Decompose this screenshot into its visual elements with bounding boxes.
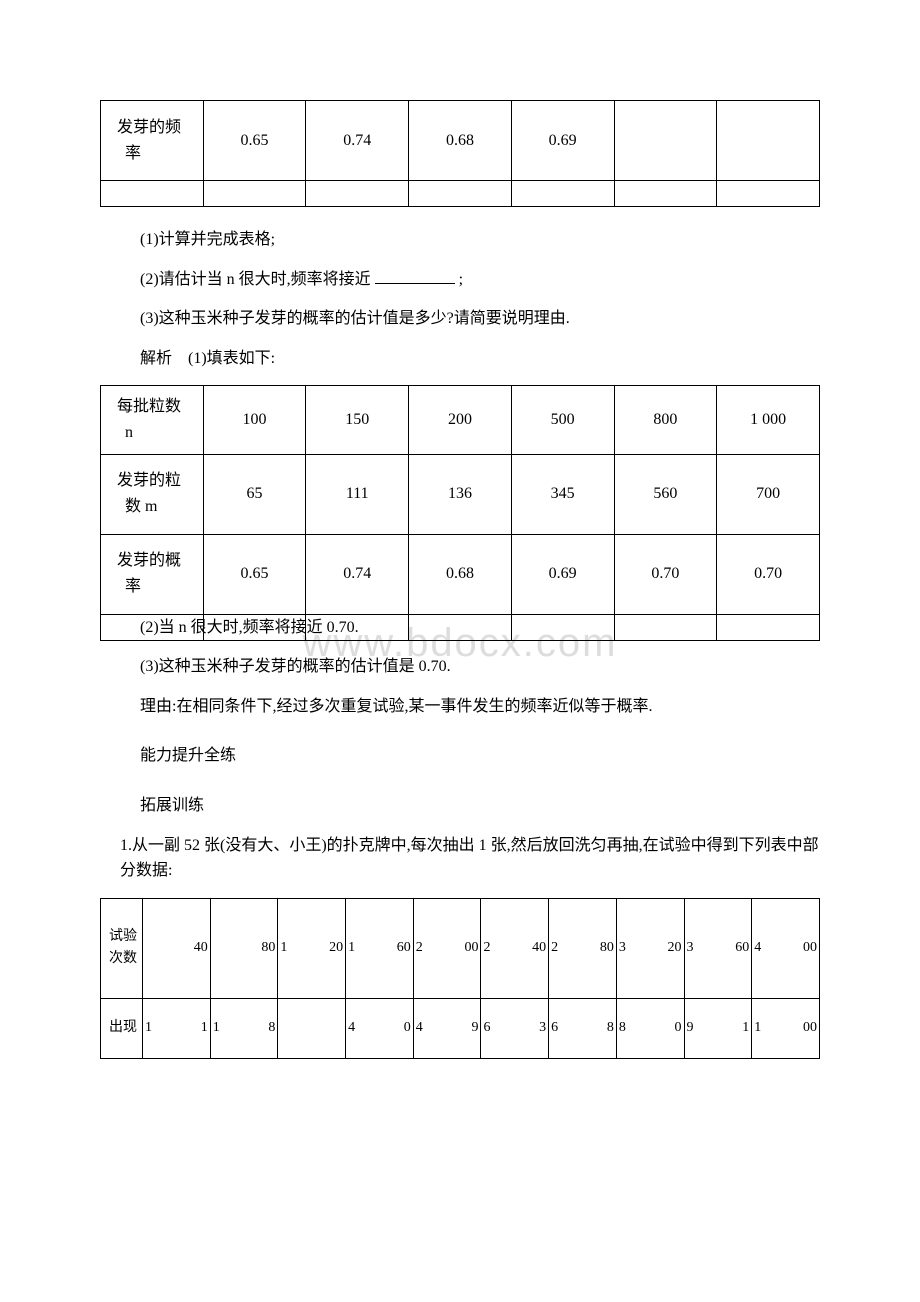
n-cell: 200 <box>409 386 512 454</box>
m-cell: 65 <box>203 454 306 534</box>
question-2: (2)请估计当 n 很大时,频率将接近 ; <box>100 267 820 293</box>
answer-2: (2)当 n 很大时,频率将接近 0.70. <box>100 615 820 641</box>
table-row: 发芽的频率 0.65 0.74 0.68 0.69 <box>101 101 820 181</box>
n-cell: 150 <box>306 386 409 454</box>
question-3: (3)这种玉米种子发芽的概率的估计值是多少?请简要说明理由. <box>100 306 820 332</box>
frequency-table-complete: 每批粒数 n 100 150 200 500 800 1 000 发芽的粒数 m… <box>100 385 820 640</box>
answer-3-line1: (3)这种玉米种子发芽的概率的估计值是 0.70. <box>100 654 820 680</box>
trial-cell: 160 <box>346 898 414 998</box>
question-2-suffix: ; <box>459 271 463 288</box>
m-cell: 111 <box>306 454 409 534</box>
table-row: 发芽的粒数 m 65 111 136 345 560 700 <box>101 454 820 534</box>
trial-cell: 280 <box>549 898 617 998</box>
trial-cell: 320 <box>616 898 684 998</box>
appear-cell: 100 <box>752 998 820 1058</box>
question-1: (1)计算并完成表格; <box>100 227 820 253</box>
table-row: 出现 11 18 40 49 63 68 80 91 100 <box>101 998 820 1058</box>
section-title-1: 能力提升全练 <box>140 743 820 769</box>
exercise-prompt: 1.从一副 52 张(没有大、小王)的扑克牌中,每次抽出 1 张,然后放回洗匀再… <box>100 833 820 884</box>
row-header-frequency: 发芽的频率 <box>101 101 204 181</box>
empty-cell <box>409 181 512 207</box>
empty-cell <box>511 181 614 207</box>
freq-cell <box>614 101 717 181</box>
table-row: 试验次数 40 80 120 160 200 240 280 320 360 4… <box>101 898 820 998</box>
appear-cell: 49 <box>413 998 481 1058</box>
trial-cell: 360 <box>684 898 752 998</box>
appear-cell <box>278 998 346 1058</box>
freq-cell <box>717 101 820 181</box>
row-header-trials: 试验次数 <box>101 898 143 998</box>
m-cell: 136 <box>409 454 512 534</box>
trial-cell: 80 <box>210 898 278 998</box>
p-cell: 0.65 <box>203 534 306 614</box>
freq-cell: 0.69 <box>511 101 614 181</box>
freq-cell: 0.68 <box>409 101 512 181</box>
trial-cell: 40 <box>143 898 211 998</box>
row-header-p: 发芽的概率 <box>101 534 204 614</box>
appear-cell: 11 <box>143 998 211 1058</box>
empty-cell <box>717 181 820 207</box>
m-cell: 560 <box>614 454 717 534</box>
trial-cell: 200 <box>413 898 481 998</box>
empty-cell <box>101 181 204 207</box>
answer-3-line2: 理由:在相同条件下,经过多次重复试验,某一事件发生的频率近似等于概率. <box>100 694 820 720</box>
table-row: 每批粒数 n 100 150 200 500 800 1 000 <box>101 386 820 454</box>
fill-blank <box>375 283 455 284</box>
p-cell: 0.68 <box>409 534 512 614</box>
question-2-prefix: (2)请估计当 n 很大时,频率将接近 <box>140 271 371 288</box>
appear-cell: 68 <box>549 998 617 1058</box>
empty-cell <box>203 181 306 207</box>
m-cell: 700 <box>717 454 820 534</box>
trial-cell: 240 <box>481 898 549 998</box>
n-cell: 500 <box>511 386 614 454</box>
m-cell: 345 <box>511 454 614 534</box>
table-row <box>101 181 820 207</box>
n-cell: 1 000 <box>717 386 820 454</box>
appear-cell: 63 <box>481 998 549 1058</box>
trial-cell: 400 <box>752 898 820 998</box>
p-cell: 0.70 <box>614 534 717 614</box>
trial-cell: 120 <box>278 898 346 998</box>
solution-lead: 解析 (1)填表如下: <box>100 346 820 372</box>
section-title-2: 拓展训练 <box>140 793 820 819</box>
row-header-n: 每批粒数 n <box>101 386 204 454</box>
appear-cell: 40 <box>346 998 414 1058</box>
p-cell: 0.69 <box>511 534 614 614</box>
appear-cell: 91 <box>684 998 752 1058</box>
empty-cell <box>614 181 717 207</box>
appear-cell: 18 <box>210 998 278 1058</box>
p-cell: 0.70 <box>717 534 820 614</box>
experiment-table: 试验次数 40 80 120 160 200 240 280 320 360 4… <box>100 898 820 1059</box>
freq-cell: 0.65 <box>203 101 306 181</box>
n-cell: 100 <box>203 386 306 454</box>
empty-cell <box>306 181 409 207</box>
row-header-appear: 出现 <box>101 998 143 1058</box>
n-cell: 800 <box>614 386 717 454</box>
p-cell: 0.74 <box>306 534 409 614</box>
row-header-m: 发芽的粒数 m <box>101 454 204 534</box>
freq-cell: 0.74 <box>306 101 409 181</box>
appear-cell: 80 <box>616 998 684 1058</box>
table-row: 发芽的概率 0.65 0.74 0.68 0.69 0.70 0.70 <box>101 534 820 614</box>
frequency-table-partial: 发芽的频率 0.65 0.74 0.68 0.69 <box>100 100 820 207</box>
